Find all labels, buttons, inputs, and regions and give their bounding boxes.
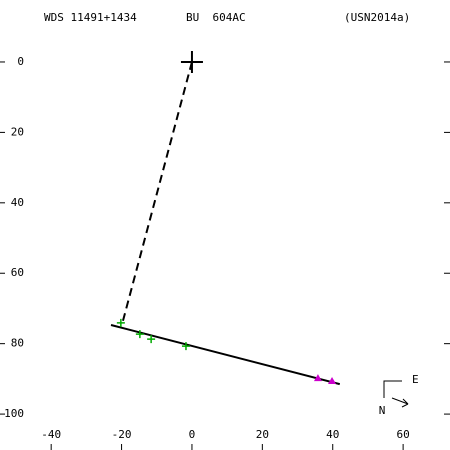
compass-north: N bbox=[379, 404, 386, 417]
y-tick-label: 0 bbox=[17, 55, 24, 68]
y-tick-label: 80 bbox=[11, 337, 24, 350]
recent-observation bbox=[328, 376, 337, 384]
x-tick-label: 0 bbox=[189, 428, 196, 441]
compass-east: E bbox=[412, 373, 419, 386]
x-tick-label: 60 bbox=[396, 428, 409, 441]
y-tick-label: 20 bbox=[11, 125, 24, 138]
fit-line bbox=[110, 324, 341, 386]
x-tick-label: -40 bbox=[41, 428, 61, 441]
x-tick-label: 40 bbox=[326, 428, 339, 441]
recent-observation bbox=[313, 374, 322, 382]
reference: (USN2014a) bbox=[344, 11, 410, 24]
pair-name: BU 604AC bbox=[186, 11, 246, 24]
observation bbox=[181, 342, 190, 351]
x-tick-label: 20 bbox=[256, 428, 269, 441]
compass-axes bbox=[383, 380, 402, 398]
x-tick-label: -20 bbox=[112, 428, 132, 441]
motion-arrow bbox=[391, 397, 409, 405]
observation bbox=[116, 318, 125, 327]
y-tick-label: 100 bbox=[4, 407, 24, 420]
primary-star bbox=[180, 50, 203, 73]
compass: E N bbox=[379, 373, 419, 417]
wds-id: WDS 11491+1434 bbox=[44, 11, 137, 24]
y-tick-label: 40 bbox=[11, 196, 24, 209]
dashed-line bbox=[122, 61, 193, 322]
arrow-head bbox=[401, 403, 409, 408]
observation bbox=[135, 330, 144, 339]
observation bbox=[147, 335, 156, 344]
y-tick-label: 60 bbox=[11, 266, 24, 279]
